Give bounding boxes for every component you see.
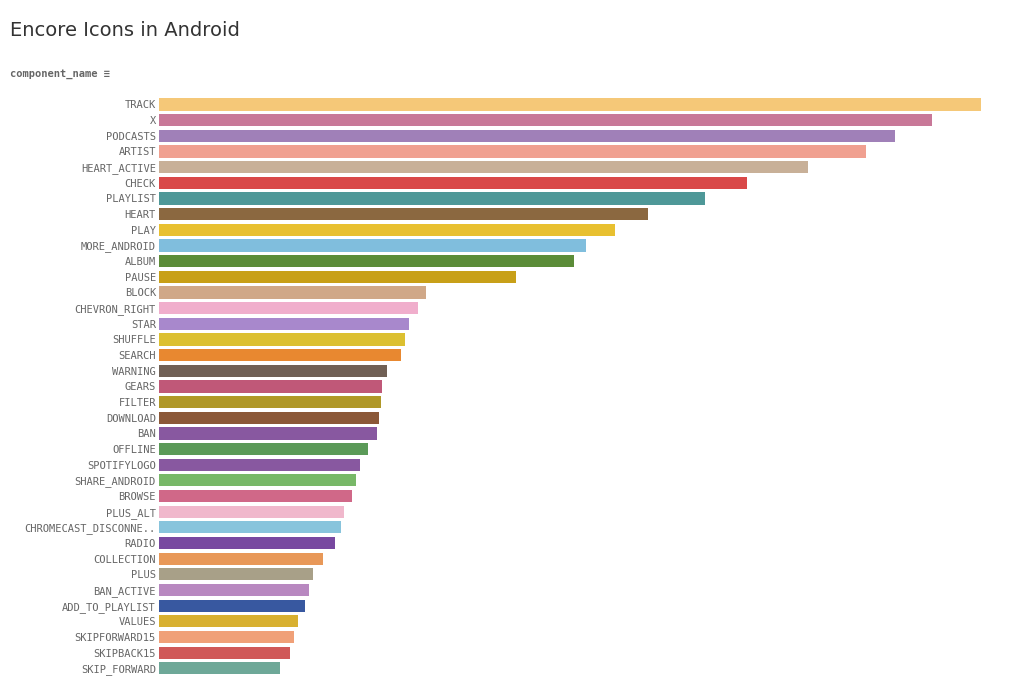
Bar xyxy=(159,239,586,252)
Bar xyxy=(159,193,706,204)
Bar xyxy=(159,615,298,627)
Bar xyxy=(159,302,418,314)
Bar xyxy=(159,146,865,157)
Bar xyxy=(159,364,387,377)
Text: component_name ≡: component_name ≡ xyxy=(10,69,111,79)
Bar xyxy=(159,647,290,659)
Bar xyxy=(159,333,406,346)
Bar xyxy=(159,427,377,440)
Bar xyxy=(159,553,324,565)
Bar xyxy=(159,130,895,142)
Bar xyxy=(159,537,336,549)
Bar xyxy=(159,412,379,424)
Bar xyxy=(159,349,401,361)
Bar xyxy=(159,600,305,612)
Bar xyxy=(159,255,573,267)
Bar xyxy=(159,631,294,643)
Bar xyxy=(159,490,352,502)
Bar xyxy=(159,396,381,408)
Bar xyxy=(159,584,309,596)
Bar xyxy=(159,208,648,220)
Bar xyxy=(159,521,341,533)
Text: Encore Icons in Android: Encore Icons in Android xyxy=(10,21,240,40)
Bar xyxy=(159,380,382,393)
Bar xyxy=(159,506,344,518)
Bar xyxy=(159,114,932,126)
Bar xyxy=(159,569,313,580)
Bar xyxy=(159,224,615,236)
Bar xyxy=(159,270,516,283)
Bar xyxy=(159,459,360,471)
Bar xyxy=(159,662,281,675)
Bar xyxy=(159,317,410,330)
Bar xyxy=(159,474,356,486)
Bar xyxy=(159,443,369,455)
Bar xyxy=(159,161,808,173)
Bar xyxy=(159,177,746,189)
Bar xyxy=(159,98,981,110)
Bar xyxy=(159,286,426,299)
